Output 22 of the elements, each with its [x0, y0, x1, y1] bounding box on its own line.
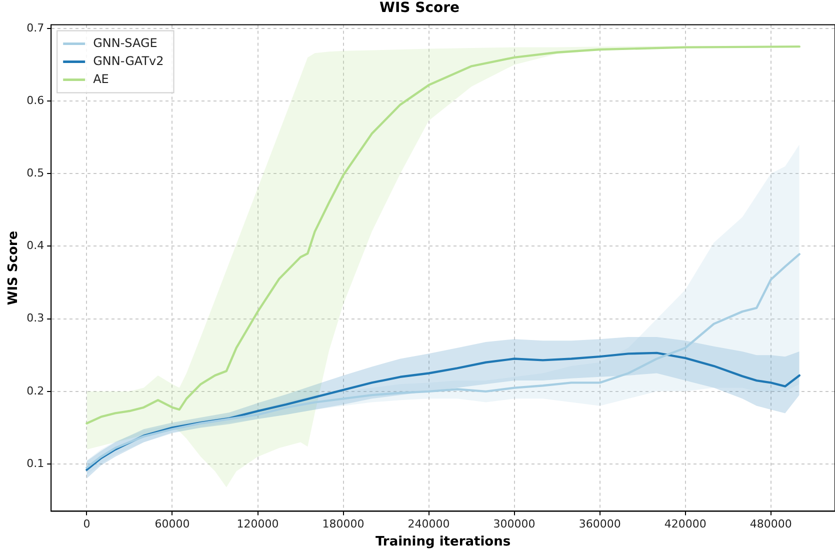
x-tick-label: 120000	[236, 518, 279, 531]
y-tick-label: 0.5	[26, 166, 44, 180]
x-axis-title: Training iterations	[375, 534, 511, 550]
y-axis-title: WIS Score	[6, 230, 22, 306]
x-tick-label: 60000	[154, 518, 190, 531]
y-tick-label: 0.4	[26, 239, 44, 252]
x-tick-label: 0	[83, 518, 90, 531]
y-tick-label: 0.1	[26, 456, 44, 470]
x-tick-label: 420000	[664, 518, 706, 531]
x-tick-label: 180000	[322, 518, 364, 531]
x-tick-label: 240000	[408, 518, 450, 531]
x-tick-label: 480000	[750, 518, 792, 531]
legend-label: GNN-GATv2	[93, 54, 164, 68]
chart-title: WIS Score	[379, 0, 460, 16]
legend-label: GNN-SAGE	[93, 36, 158, 50]
y-tick-label: 0.6	[26, 94, 44, 107]
y-tick-label: 0.7	[26, 21, 44, 34]
x-tick-label: 360000	[578, 518, 621, 531]
y-tick-label: 0.3	[26, 312, 44, 325]
y-tick-label: 0.2	[26, 384, 44, 398]
legend-label: AE	[93, 72, 109, 86]
x-tick-label: 300000	[493, 518, 536, 531]
